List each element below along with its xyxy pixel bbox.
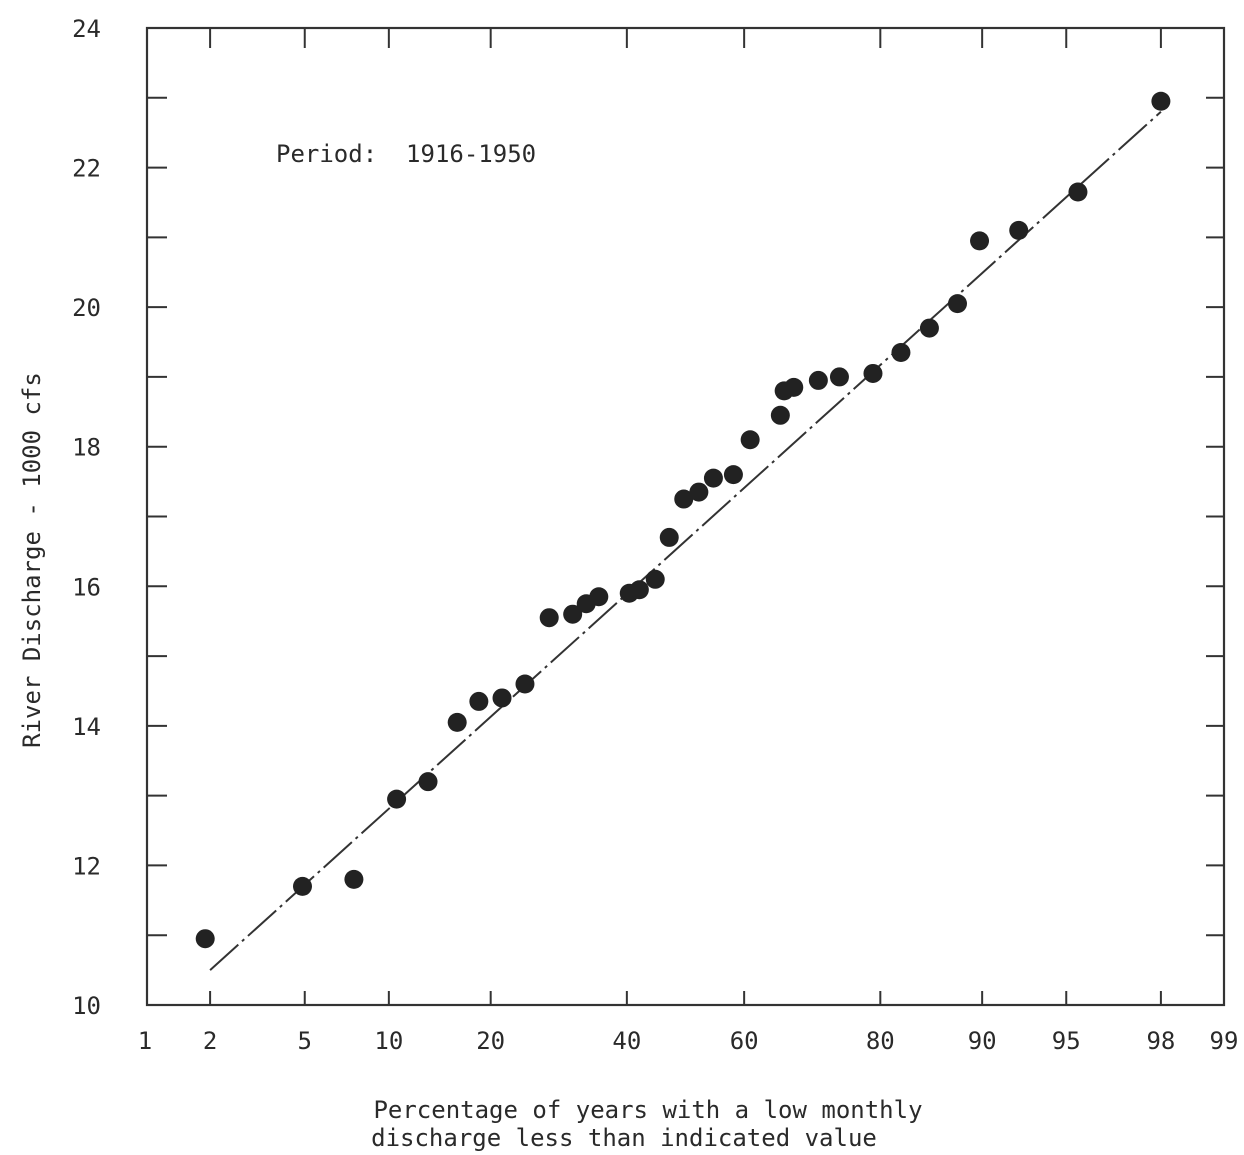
y-tick-label: 24 — [72, 15, 101, 43]
data-point — [919, 318, 939, 338]
fit-line-group — [209, 111, 1162, 971]
fit-line — [209, 111, 1162, 971]
data-point — [195, 929, 215, 949]
x-tick-label: 98 — [1146, 1027, 1175, 1055]
data-point — [659, 527, 679, 547]
chart-text: Period: 1916-1950 Percentage of years wi… — [18, 140, 923, 1152]
data-point — [1068, 182, 1088, 202]
axes — [145, 26, 1226, 1007]
x-tick-label: 95 — [1052, 1027, 1081, 1055]
x-tick-label: 5 — [298, 1027, 312, 1055]
y-tick-label: 12 — [72, 852, 101, 880]
x-tick-label: 1 — [138, 1027, 152, 1055]
y-tick-label: 10 — [72, 992, 101, 1020]
data-point — [863, 363, 883, 383]
data-point — [674, 489, 694, 509]
data-point — [740, 430, 760, 450]
period-annotation: Period: 1916-1950 — [276, 140, 536, 168]
data-point — [703, 468, 723, 488]
data-point — [689, 482, 709, 502]
y-tick-label: 18 — [72, 434, 101, 462]
data-points — [195, 91, 1171, 949]
x-tick-label: 90 — [968, 1027, 997, 1055]
ticks — [147, 28, 1224, 1005]
y-tick-label: 22 — [72, 155, 101, 183]
y-axis-title: River Discharge - 1000 cfs — [18, 372, 46, 748]
y-tick-label: 16 — [72, 573, 101, 601]
plot-frame — [145, 26, 1226, 1007]
data-point — [1151, 91, 1171, 111]
data-point — [1009, 220, 1029, 240]
data-point — [891, 343, 911, 363]
data-point — [387, 789, 407, 809]
x-tick-label: 2 — [203, 1027, 217, 1055]
data-point — [645, 569, 665, 589]
data-point — [770, 405, 790, 425]
data-point — [418, 772, 438, 792]
data-point — [589, 587, 609, 607]
data-point — [970, 231, 990, 251]
x-tick-label: 20 — [476, 1027, 505, 1055]
x-tick-label: 80 — [866, 1027, 895, 1055]
data-point — [563, 604, 583, 624]
data-point — [447, 712, 467, 732]
x-tick-label: 40 — [612, 1027, 641, 1055]
y-tick-label: 14 — [72, 713, 101, 741]
data-point — [515, 674, 535, 694]
x-tick-label: 10 — [374, 1027, 403, 1055]
x-tick-label: 99 — [1210, 1027, 1239, 1055]
data-point — [492, 688, 512, 708]
y-tick-label: 20 — [72, 294, 101, 322]
data-point — [829, 367, 849, 387]
data-point — [344, 869, 364, 889]
data-point — [784, 377, 804, 397]
data-point — [469, 691, 489, 711]
data-point — [808, 370, 828, 390]
x-tick-label: 60 — [730, 1027, 759, 1055]
x-axis-title-line-2: discharge less than indicated value — [371, 1124, 877, 1152]
data-point — [629, 580, 649, 600]
data-point — [947, 294, 967, 314]
data-point — [723, 465, 743, 485]
data-point — [292, 876, 312, 896]
data-point — [539, 608, 559, 628]
x-axis-title-line-1: Percentage of years with a low monthly — [373, 1096, 922, 1124]
